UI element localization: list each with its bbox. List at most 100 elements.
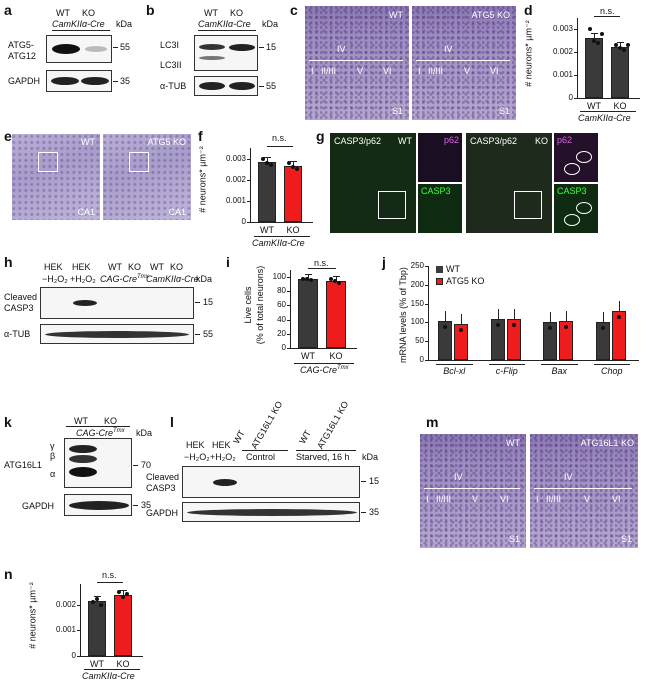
d-ytick [574,98,577,99]
f-errorbar [267,157,268,163]
k-band-gamma [69,445,97,453]
j-errorbar [550,312,551,323]
b-kda: kDa [262,19,279,29]
panel-label-m: m [426,414,439,430]
a-band1b-label: ATG12 [8,51,36,61]
n-errorcap [120,589,127,591]
b-band-lc3ii-wt [199,56,225,60]
i-xtick-label: KO [329,351,343,361]
i-errorbar [308,274,309,280]
i-ytick [287,305,290,307]
j-errorbar [513,309,515,320]
h-lane-5: WT [150,262,164,272]
m-layer-ii-ko: II/III [546,494,562,504]
d-point [626,43,630,48]
h-treat-2: +H₂O₂ [70,274,96,284]
i-plot [290,270,357,349]
h-marker-55: 55 [203,329,214,339]
l-tick-35 [361,512,366,513]
k-tick-35 [133,505,138,506]
d-ytick-label: 0 [568,93,573,102]
f-ytick [247,179,250,181]
i-point [333,279,337,284]
i-sig: n.s. [314,258,329,268]
d-xtick-label: KO [613,101,627,111]
l-cond-2-underline [296,450,356,451]
d-errorcap [617,42,624,44]
c-layer-line-wt [309,60,403,61]
j-errorbar [618,301,620,312]
g-p62-inset-ko: p62 [554,133,598,182]
j-ylabel: mRNA levels (% of Tbp) [398,267,408,363]
k-band2-label: GAPDH [22,501,55,511]
a-band2-label: GAPDH [8,76,41,86]
k-blot-gapdh [64,494,132,516]
j-legend-wt: WT [446,264,460,274]
f-sig: n.s. [272,133,287,143]
d-bar-ko [611,47,629,98]
m-image-wt: WT S1 IV I II/III V VI [420,434,526,548]
d-point [614,43,618,48]
f-xtick-label: WT [260,225,274,235]
j-ytick [425,284,428,286]
n-xtick-label: WT [90,659,104,669]
l-lane-3: WT [231,428,247,446]
h-band-casp3-hek [73,300,97,306]
e-box-ko [129,152,149,172]
n-point [125,592,129,597]
panel-label-l: l [170,414,174,430]
j-ytick-label: 0 [419,355,424,364]
k-iso-gamma: γ [50,441,55,451]
j-errorbar [497,309,499,320]
n-genotype: CamKIIα-Cre [82,671,135,681]
g-casp3-label-ko: CASP3 [557,186,587,196]
d-errorcap [591,33,598,35]
j-ytick-label: 200 [410,279,424,289]
g-p62-label-wt: p62 [443,135,459,145]
d-point [596,41,600,46]
d-ytick-label: 0.002 [552,47,573,57]
g-p62-circle-1 [576,151,592,163]
d-ytick [574,52,577,54]
a-genotype: CamKIIα-Cre [52,19,105,29]
f-genotype-underline [254,236,310,237]
j-gene-label: c-Flip [495,366,518,376]
j-point [459,327,463,332]
l-blot-gapdh [182,502,360,522]
h-treat-1: −H₂O₂ [42,274,68,284]
f-ytick-label: 0.003 [225,153,246,163]
i-errorbar [336,275,337,281]
g-p62-label-ko: p62 [557,135,573,145]
panel-label-g: g [316,128,325,144]
c-layer-v-wt: V [357,66,364,76]
panel-label-e: e [4,128,12,144]
panel-label-k: k [4,414,12,430]
b-band-tub-wt [199,82,225,90]
n-sig-line [97,582,123,583]
j-bar-bcl-xl-ko [454,323,468,360]
j-point [511,323,516,328]
j-point [548,326,552,331]
f-ytick-label: 0 [241,217,246,226]
c-layer-vi-wt: VI [383,66,392,76]
n-point [95,597,99,602]
l-cond-1: Control [246,452,276,462]
h-band1b-label: CASP3 [4,303,34,313]
d-ytick [574,29,577,31]
m-layer-iv-ko: IV [564,472,573,482]
c-layer-iv-wt: IV [337,44,346,54]
i-bar-wt [298,279,318,348]
i-ytick [287,291,290,293]
d-point [592,38,596,43]
j-gene-underline [541,364,578,365]
d-bar-wt [585,38,603,98]
k-iso-alpha: α [50,469,56,479]
c-region-wt: S1 [391,106,403,116]
a-tick-35 [113,81,118,82]
l-marker-15: 15 [369,476,380,486]
a-genotype-underline [52,30,110,31]
i-ytick [287,333,290,335]
i-point [329,277,333,282]
f-bar-wt [258,162,276,222]
f-errorcap [264,157,271,159]
